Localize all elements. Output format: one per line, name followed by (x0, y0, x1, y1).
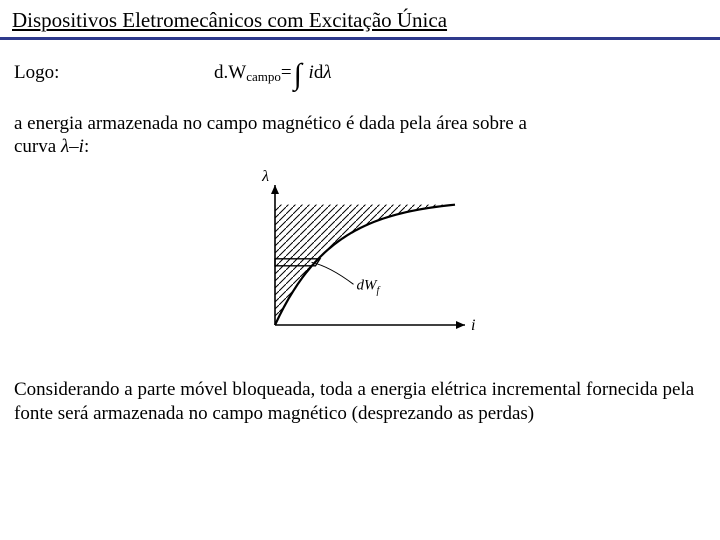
logo-row: Logo: d.Wcampo = ∫ idλ (0, 54, 720, 92)
final-paragraph: Considerando a parte móvel bloqueada, to… (0, 378, 720, 426)
eq-rhs-d: d (314, 61, 324, 85)
energy-line2-suffix: : (84, 136, 89, 157)
energy-paragraph: a energia armazenada no campo magnético … (0, 112, 720, 160)
lambda-i-svg: λ i dWf (230, 165, 490, 355)
lambda-i-diagram: λ i dWf (230, 165, 490, 360)
lambda-i-diagram-wrap: λ i dWf (0, 165, 720, 360)
eq-rhs-lambda: λ (323, 61, 331, 85)
eq-lhs-sub: campo (246, 69, 281, 85)
svg-text:dWf: dWf (357, 277, 381, 296)
eq-lhs-d: d.W (214, 61, 246, 85)
energy-line2-prefix: curva (14, 136, 61, 157)
svg-text:i: i (471, 317, 475, 334)
field-energy-equation: d.Wcampo = ∫ idλ (214, 54, 332, 92)
energy-line1: a energia armazenada no campo magnético … (14, 113, 527, 134)
svg-text:λ: λ (261, 168, 269, 185)
page-title: Dispositivos Eletromecânicos com Excitaç… (12, 8, 447, 32)
final-text: Considerando a parte móvel bloqueada, to… (14, 379, 694, 424)
logo-label: Logo: (14, 61, 214, 85)
energy-line2-lambda: λ–i (61, 136, 84, 157)
slide-header: Dispositivos Eletromecânicos com Excitaç… (0, 0, 720, 40)
integral-icon: ∫ (294, 56, 302, 94)
eq-equals: = (281, 61, 292, 85)
